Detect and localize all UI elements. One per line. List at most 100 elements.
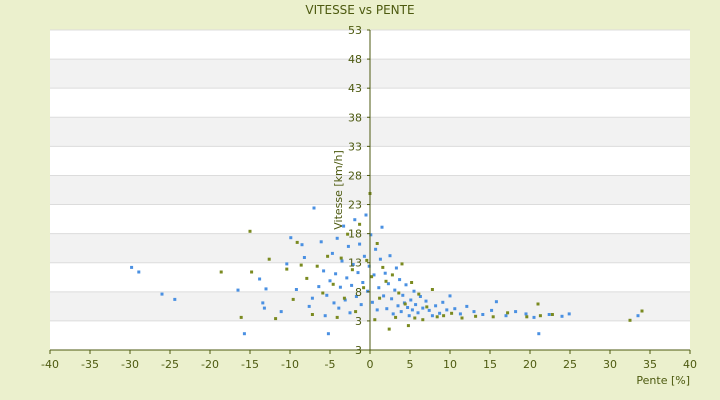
- data-point: [387, 327, 391, 331]
- data-point: [285, 262, 289, 266]
- data-point: [448, 294, 452, 298]
- data-point: [295, 240, 299, 244]
- data-point: [351, 263, 355, 266]
- data-point: [438, 311, 442, 315]
- data-point: [390, 297, 394, 301]
- data-point: [335, 236, 339, 240]
- data-point: [367, 264, 371, 268]
- data-point: [416, 311, 420, 315]
- data-point: [334, 272, 338, 276]
- data-point: [328, 279, 332, 283]
- x-tick-label: 0: [367, 358, 374, 371]
- data-point: [404, 283, 408, 287]
- data-point: [504, 314, 508, 318]
- data-point: [348, 311, 352, 315]
- data-point: [337, 306, 341, 310]
- y-tick-label: 8: [355, 286, 362, 299]
- data-point: [219, 270, 223, 274]
- data-point: [242, 332, 246, 336]
- data-point: [524, 312, 528, 316]
- data-point: [130, 265, 134, 269]
- data-point: [160, 292, 164, 296]
- data-point: [350, 268, 354, 272]
- data-point: [640, 309, 644, 313]
- data-point: [362, 254, 366, 258]
- data-point: [326, 332, 330, 336]
- data-point: [384, 279, 388, 283]
- data-point: [525, 315, 529, 319]
- data-point: [299, 263, 303, 267]
- data-point: [258, 277, 262, 281]
- data-point: [354, 310, 358, 314]
- data-point: [399, 310, 403, 314]
- data-point: [394, 315, 398, 319]
- data-point: [267, 257, 271, 261]
- data-point: [338, 285, 342, 289]
- data-point: [538, 314, 542, 318]
- data-point: [354, 295, 358, 298]
- x-tick-label: -15: [241, 358, 259, 371]
- data-point: [394, 266, 398, 270]
- x-tick-label: 5: [407, 358, 414, 371]
- data-point: [400, 262, 404, 266]
- data-point: [453, 307, 457, 311]
- data-point: [294, 288, 298, 291]
- data-point: [418, 295, 422, 298]
- data-point: [248, 229, 252, 233]
- x-tick-label: 15: [483, 358, 497, 371]
- x-tick-label: -25: [161, 358, 179, 371]
- data-point: [330, 251, 334, 255]
- data-point: [339, 256, 343, 260]
- data-point: [335, 315, 339, 319]
- x-tick-label: -35: [81, 358, 99, 371]
- data-point: [307, 304, 311, 308]
- data-point: [375, 308, 379, 312]
- data-point: [173, 297, 177, 301]
- data-point: [398, 278, 402, 282]
- data-point: [380, 225, 384, 229]
- data-point: [325, 293, 329, 297]
- data-point: [550, 313, 554, 316]
- data-point: [312, 206, 316, 210]
- data-point: [390, 273, 394, 277]
- y-tick-label: 3: [355, 315, 362, 328]
- data-point: [460, 316, 464, 320]
- data-point: [393, 288, 397, 292]
- data-point: [381, 265, 385, 269]
- data-point: [628, 318, 632, 322]
- x-tick-label: 10: [443, 358, 457, 371]
- data-point: [362, 286, 366, 290]
- data-point: [372, 273, 376, 277]
- data-point: [567, 312, 571, 316]
- data-point: [346, 232, 350, 236]
- y-tick-label: 3: [355, 344, 362, 357]
- x-tick-label: 30: [603, 358, 617, 371]
- data-point: [358, 222, 362, 226]
- data-point: [302, 256, 306, 259]
- data-point: [406, 324, 410, 328]
- data-point: [310, 296, 314, 300]
- y-tick-label: 48: [348, 53, 362, 66]
- x-tick-label: -40: [41, 358, 59, 371]
- data-point: [356, 271, 360, 275]
- data-point: [385, 307, 389, 311]
- data-point: [365, 258, 369, 262]
- data-point: [370, 300, 374, 304]
- data-point: [346, 244, 350, 248]
- data-point: [450, 311, 454, 315]
- data-point: [332, 301, 336, 305]
- x-tick-label: -20: [201, 358, 219, 371]
- data-point: [434, 304, 438, 308]
- data-point: [343, 298, 347, 302]
- data-point: [547, 313, 551, 316]
- x-tick-label: 40: [683, 358, 697, 371]
- data-point: [236, 288, 240, 292]
- data-point: [375, 242, 379, 245]
- x-tick-labels: -40 -35 -30 -25 -20 -15 -10 -5 0 5 10 15 20 25 30 35 40: [41, 350, 697, 371]
- data-point: [369, 233, 373, 237]
- data-point: [506, 311, 510, 315]
- data-point: [536, 302, 540, 306]
- data-point: [261, 301, 265, 305]
- data-point: [285, 267, 289, 271]
- y-tick-label: 53: [348, 24, 362, 37]
